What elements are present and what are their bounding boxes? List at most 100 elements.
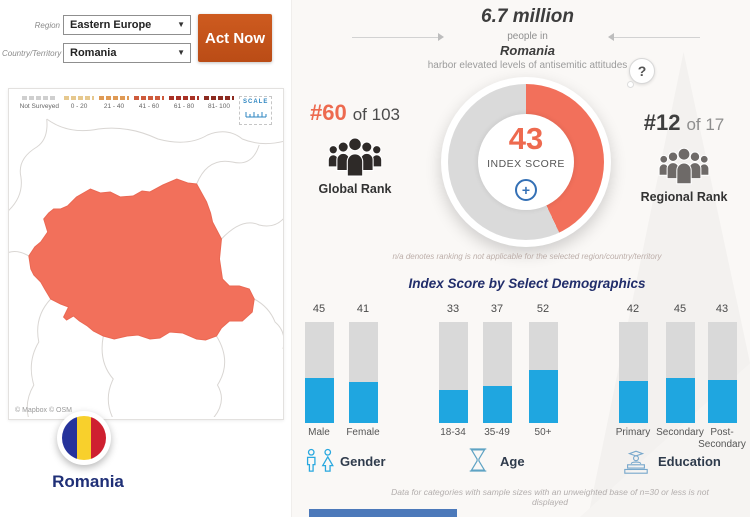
regional-rank-label: Regional Rank: [640, 190, 728, 204]
headline-suffix: harbor elevated levels of antisemitic at…: [427, 60, 628, 71]
index-score-label: INDEX SCORE: [487, 158, 565, 170]
gender-axis-label: Gender: [340, 454, 386, 469]
bar-value: 43: [715, 303, 729, 315]
bar-track: [482, 322, 512, 423]
chevron-down-icon: ▼: [177, 48, 185, 57]
ruler-icon: [245, 112, 267, 118]
regional-rank-total: of 17: [686, 115, 725, 134]
regional-rank-number: #12: [643, 110, 681, 135]
bar-value: 45: [673, 303, 687, 315]
legend-swatch: [99, 96, 130, 100]
bar-track: [707, 322, 737, 423]
legend-label: 61 - 80: [173, 103, 195, 110]
legend-bin-81-100: 81- 100: [204, 96, 235, 111]
bar-label: Secondary: [656, 427, 704, 438]
romania-map[interactable]: [9, 117, 283, 417]
bar-value: 33: [446, 303, 460, 315]
region-select-value: Eastern Europe: [70, 19, 152, 31]
bar-label: Post-Secondary: [698, 427, 746, 450]
people-group-icon: [658, 147, 710, 185]
legend-swatch: [204, 96, 235, 100]
gender-icon: [303, 448, 336, 479]
footnote: Data for categories with sample sizes wi…: [391, 487, 709, 507]
index-score-donut: 43 INDEX SCORE +: [441, 77, 611, 247]
romania-flag-badge: [57, 411, 111, 465]
bar-value: 52: [536, 303, 550, 315]
country-select[interactable]: Romania ▼: [63, 43, 191, 63]
chevron-down-icon: ▼: [177, 20, 185, 29]
bar-column-35-49: 37 35-49: [469, 303, 525, 439]
headline-prefix: people in: [507, 31, 548, 42]
map-attribution[interactable]: © Mapbox © OSM: [15, 407, 72, 414]
age-icon: [466, 446, 490, 479]
legend-label: 41 - 60: [138, 103, 160, 110]
index-donut-center: 43 INDEX SCORE +: [478, 114, 574, 210]
education-icon: [620, 448, 652, 481]
regional-rank: #12 of 17 Regional Rank: [622, 110, 746, 204]
regional-rank-line: #12 of 17: [622, 110, 746, 136]
bar-fill: [707, 379, 737, 423]
headline: 6.7 million people in Romania harbor ele…: [400, 6, 655, 71]
bar-track: [304, 322, 334, 423]
bar-label: Female: [346, 427, 380, 438]
bar-fill: [665, 377, 695, 423]
bar-value: 41: [356, 303, 370, 315]
selected-country-name: Romania: [52, 472, 124, 491]
romania-shape[interactable]: [28, 178, 255, 341]
legend-label: 81- 100: [207, 103, 231, 110]
people-group-icon: [327, 137, 383, 177]
flag-stripe-yellow: [76, 416, 92, 460]
expand-button[interactable]: +: [515, 179, 537, 201]
bar-fill: [528, 370, 558, 423]
scale-label: SCALE: [243, 99, 269, 105]
bar-value: 37: [490, 303, 504, 315]
bar-fill: [348, 381, 378, 423]
legend-bin-41-60: 41 - 60: [134, 96, 165, 111]
legend-swatch: [64, 96, 95, 100]
act-now-button[interactable]: Act Now: [198, 14, 272, 62]
headline-population: 6.7 million: [481, 6, 574, 27]
bar-value: 45: [312, 303, 326, 315]
bar-column-18-34: 33 18-34: [425, 303, 481, 439]
index-score-value: 43: [508, 121, 544, 156]
global-rank-number: #60: [310, 100, 347, 125]
bar-track: [528, 322, 558, 423]
legend-swatch: [169, 96, 200, 100]
bar-column-primary: 42 Primary: [605, 303, 661, 439]
legend-not-surveyed: Not Surveyed: [20, 96, 59, 111]
romania-flag: [62, 416, 106, 460]
bar-column-50plus: 52 50+: [515, 303, 571, 439]
flag-stripe-red: [91, 416, 106, 460]
bar-label: 18-34: [440, 427, 466, 438]
legend-bin-61-80: 61 - 80: [169, 96, 200, 111]
map-scale-control[interactable]: SCALE: [239, 96, 273, 125]
map-legend: Not Surveyed 0 - 20 21 - 40 41 - 60 61 -…: [9, 96, 283, 125]
bar-fill: [618, 380, 648, 423]
bar-track: [618, 322, 648, 423]
legend-bin-21-40: 21 - 40: [99, 96, 130, 111]
bottom-bar: [309, 509, 457, 517]
neighbor-borders: [9, 118, 283, 417]
help-icon[interactable]: ?: [627, 58, 655, 88]
bar-fill: [304, 377, 334, 423]
legend-swatch: [22, 96, 57, 100]
region-label: Region: [34, 21, 60, 30]
map-panel: Not Surveyed 0 - 20 21 - 40 41 - 60 61 -…: [8, 88, 284, 420]
flag-stripe-blue: [62, 416, 77, 460]
global-rank: #60 of 103 Global Rank: [293, 100, 417, 196]
bar-value: 42: [626, 303, 640, 315]
connector-arrow-left: [352, 33, 444, 41]
demographics-title: Index Score by Select Demographics: [408, 276, 646, 291]
bar-label: 35-49: [484, 427, 510, 438]
region-select[interactable]: Eastern Europe ▼: [63, 15, 191, 35]
legend-label: 0 - 20: [70, 103, 88, 110]
education-axis-label: Education: [658, 454, 721, 469]
bar-label: 50+: [534, 427, 552, 438]
legend-label: Not Surveyed: [19, 103, 60, 110]
legend-label: 21 - 40: [103, 103, 125, 110]
legend-bin-0-20: 0 - 20: [64, 96, 95, 111]
na-note: n/a denotes ranking is not applicable fo…: [392, 252, 662, 261]
headline-country: Romania: [500, 43, 555, 58]
connector-arrow-right: [608, 33, 700, 41]
